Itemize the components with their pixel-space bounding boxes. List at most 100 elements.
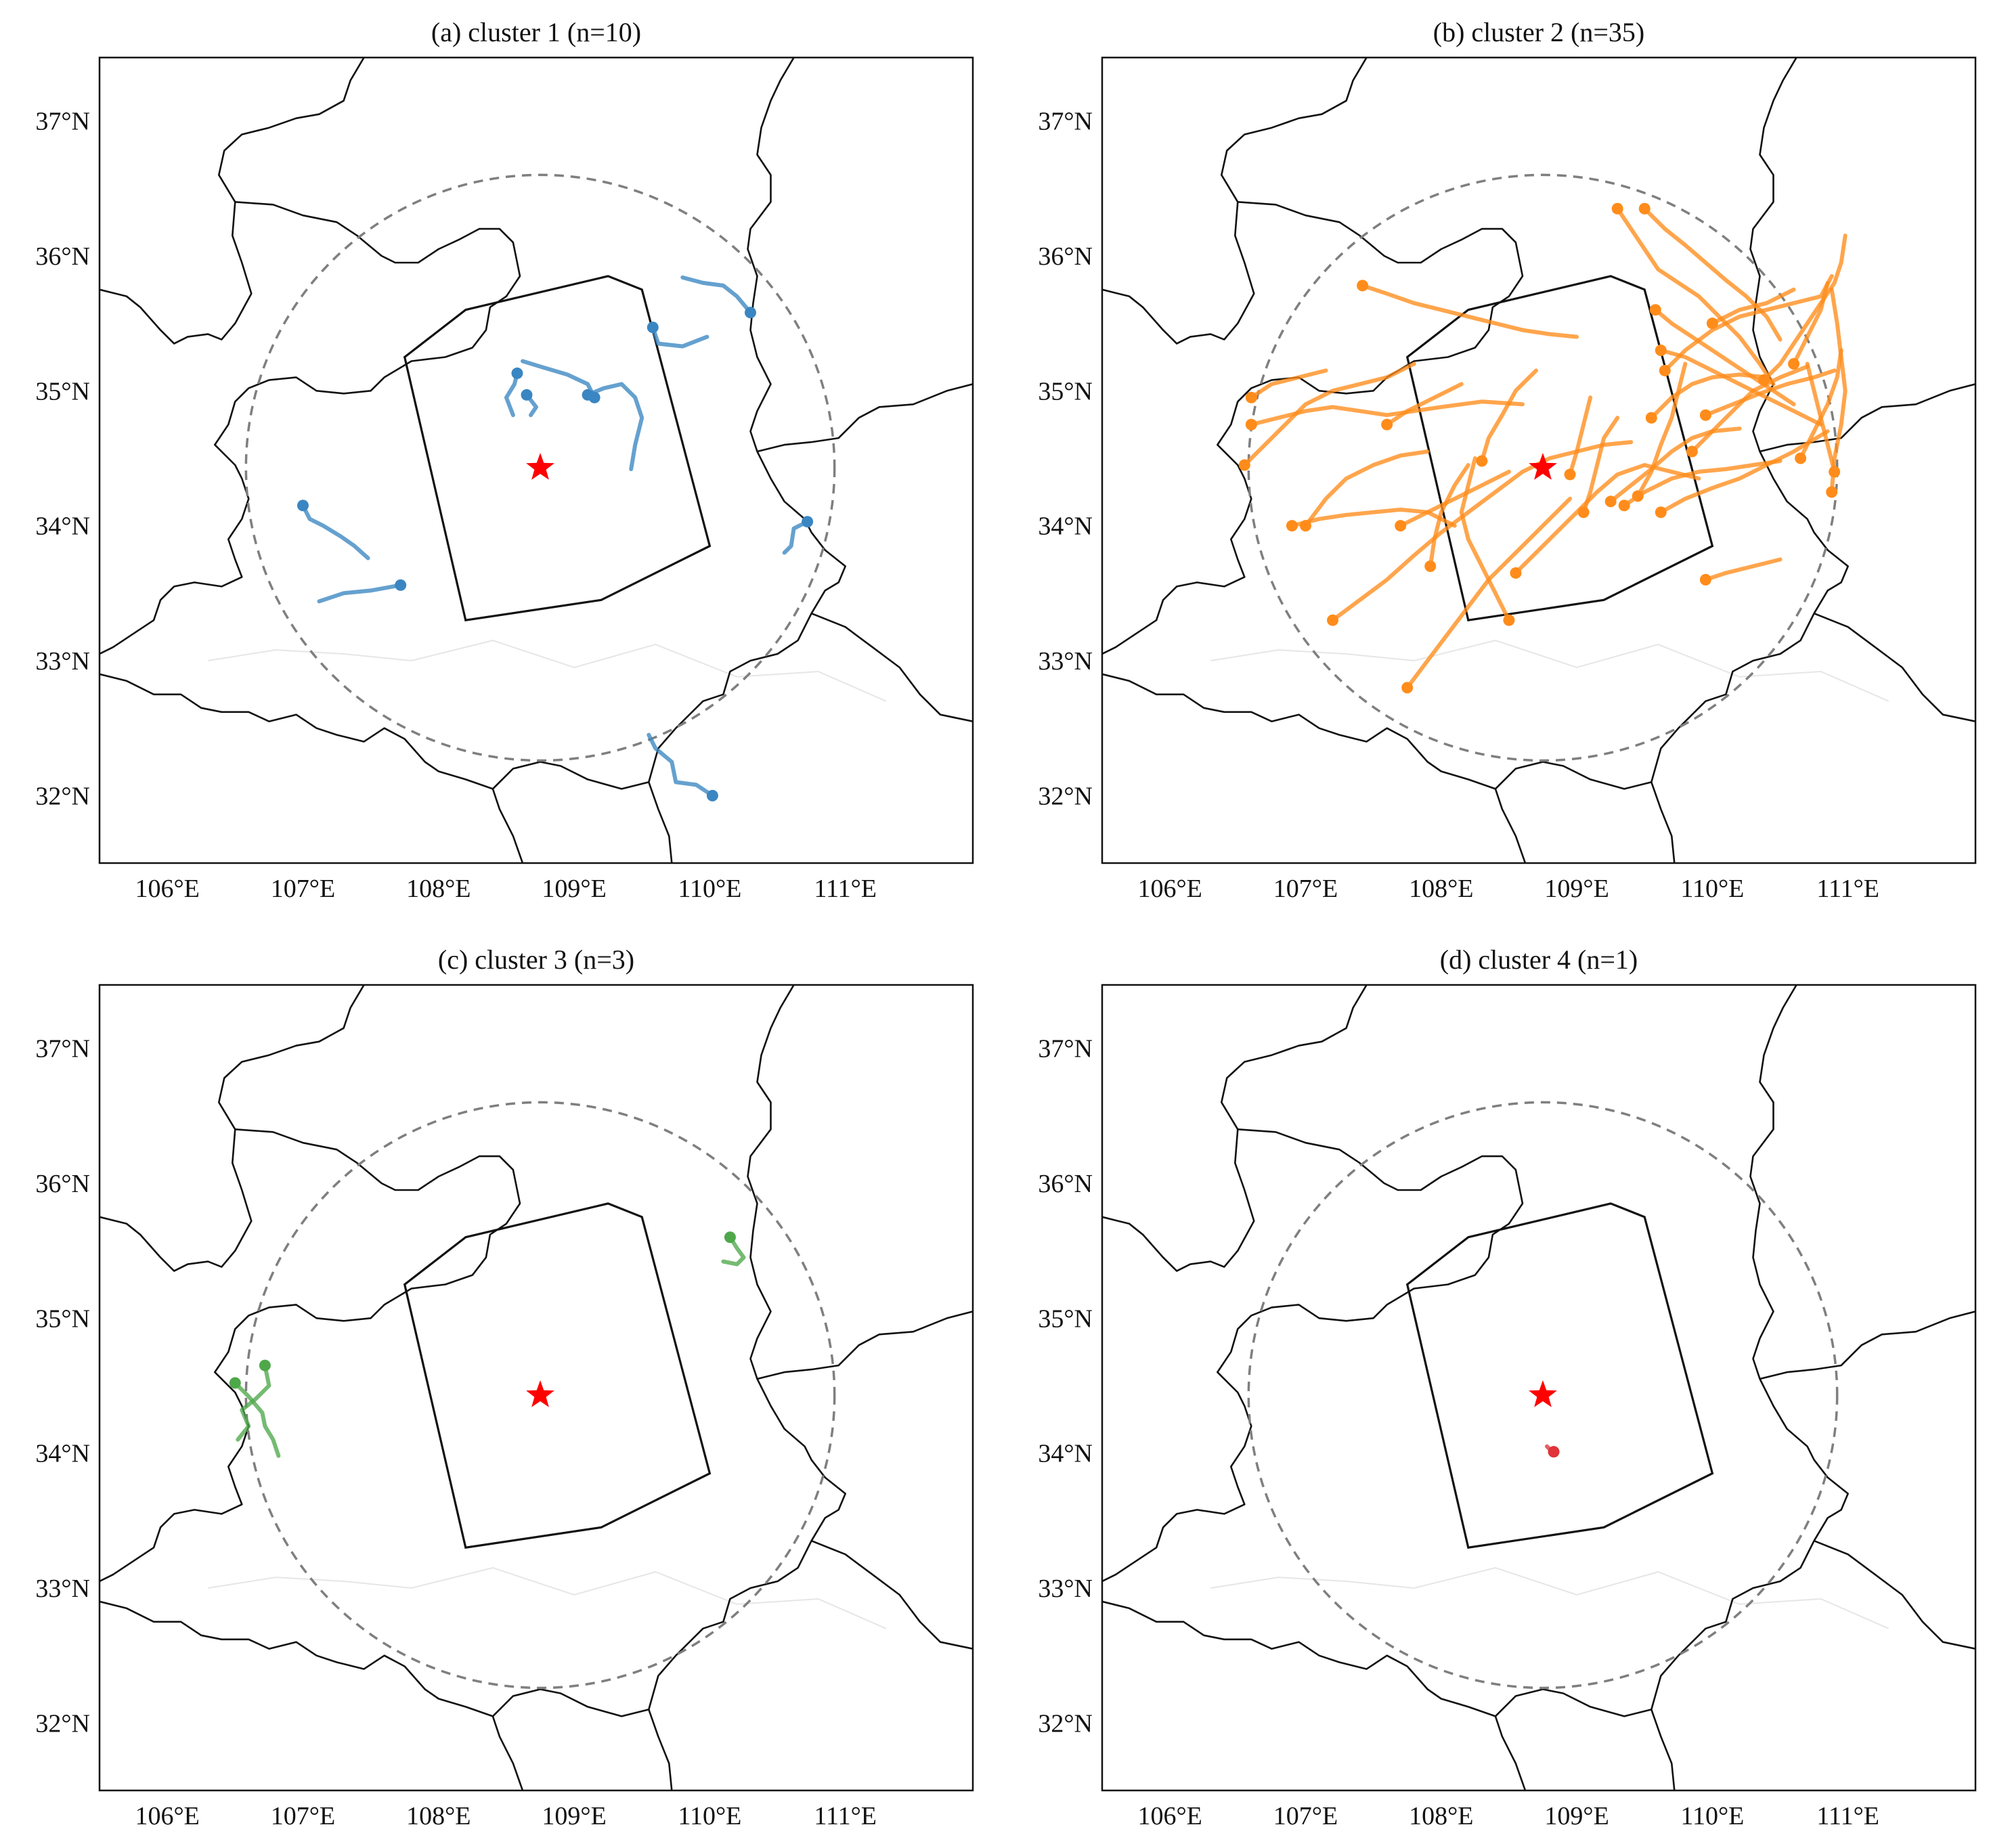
track-start-point [1245,391,1257,403]
center-star-icon [1529,1380,1557,1407]
lon-tick-label: 111°E [1816,1802,1879,1830]
lat-tick-label: 32°N [1038,1709,1093,1738]
boundary-line [648,1709,673,1790]
track-start-point [1611,202,1623,215]
track-start-point [1788,357,1800,370]
panel-title: (d) cluster 4 (n=1) [1440,944,1638,975]
track-line [1405,496,1573,690]
track-start-point [1655,345,1667,357]
boundary-line [757,383,973,453]
radius-circle [1247,1101,1839,1690]
track-start-point [744,307,756,319]
track-start-point [706,789,718,801]
lon-tick-label: 109°E [542,1802,606,1830]
lon-tick-label: 110°E [678,1802,741,1830]
track-line [1330,440,1634,623]
lat-tick-label: 35°N [35,377,90,405]
track-start-point [1826,486,1838,498]
lat-tick-label: 36°N [35,1170,90,1198]
lon-tick-label: 107°E [1273,1802,1338,1830]
lat-tick-label: 34°N [1038,512,1093,541]
track-start-point [1548,1446,1560,1458]
track-line [1568,395,1593,477]
lat-tick-label: 37°N [1038,1035,1093,1063]
boundary-line [491,985,846,1717]
track-start-point [1395,520,1407,532]
radius-circle [244,1101,836,1690]
lon-tick-label: 107°E [271,1802,335,1830]
lat-tick-label: 32°N [35,782,90,810]
track-start-point [1829,466,1841,478]
panel-frame [98,56,974,864]
track-line [1659,348,1823,427]
track-line [1642,206,1783,342]
lat-tick-label: 33°N [35,1575,90,1603]
river-line [208,1567,887,1629]
boundary-line [100,673,524,863]
lat-tick-label: 34°N [35,512,90,541]
panel-frame [98,984,974,1792]
track-line [1609,426,1742,504]
boundary-line [100,1128,521,1583]
track-line [1581,416,1620,514]
panel-b: (b) cluster 2 (n=35) 32°N 33°N 34°N 35°N 36°N… [1038,17,1977,903]
boundary-line [1102,1128,1524,1583]
track-start-point [1476,455,1488,467]
track-line [1798,348,1843,460]
track-start-point [1299,520,1311,532]
track-start-point [1699,573,1711,586]
map-area [100,985,973,1790]
track-line [782,519,810,555]
panel-frame [1101,56,1977,864]
lon-tick-label: 109°E [1544,875,1609,903]
lat-tick-label: 36°N [35,242,90,271]
track-line [1513,463,1701,575]
track-start-point [1357,280,1369,292]
boundary-line [491,58,846,790]
track-start-point [259,1359,271,1371]
boundary-line [1814,612,1975,722]
boundary-line [1102,58,1368,345]
lon-tick-label: 111°E [1816,875,1879,903]
river-line [208,640,887,702]
track-line [317,583,403,604]
panel-title: (c) cluster 3 (n=3) [438,944,634,975]
track-line [1703,368,1837,418]
lat-tick-label: 35°N [1038,1304,1093,1333]
river-line [1210,1567,1889,1629]
lat-tick-label: 33°N [1038,647,1093,676]
track-line [1615,206,1776,387]
track-line [1622,459,1783,508]
track-line [647,732,715,798]
domain-polygon [403,275,712,622]
river-line [1210,640,1889,702]
track-line [1479,368,1538,463]
boundary-line [1494,985,1849,1717]
track-start-point [1577,506,1590,519]
track-start-point [521,389,533,401]
track-line [1710,287,1796,326]
track-line [1303,449,1430,528]
track-start-point [802,516,814,528]
track-start-point [1604,496,1617,508]
track-line [301,503,370,560]
boundary-line [811,612,973,722]
panel-d: (d) cluster 4 (n=1) 32°N 33°N 34°N 35°N 36°N 3… [1038,944,1977,1830]
panel-a: (a) cluster 1 (n=10) 32°N 33°N 34°N 35°N 36°N… [35,17,974,903]
boundary-line [1494,58,1849,790]
lon-tick-label: 108°E [1409,875,1473,903]
domain-polygon [1405,1202,1714,1549]
track-start-point [1645,412,1657,424]
boundary-line [811,1539,973,1650]
track-start-point [1649,304,1661,316]
boundary-line [1102,1600,1527,1790]
track-line [1249,399,1525,427]
panel-title: (b) cluster 2 (n=35) [1433,17,1644,47]
lon-tick-label: 108°E [1409,1802,1473,1830]
track-start-point [1659,364,1671,376]
track-line [721,1235,746,1267]
map-area [100,58,973,863]
track-line [1659,429,1830,514]
lon-tick-label: 109°E [542,875,606,903]
panel-c: (c) cluster 3 (n=3) 32°N 33°N 34°N 35°N 36°N 3… [35,944,974,1830]
